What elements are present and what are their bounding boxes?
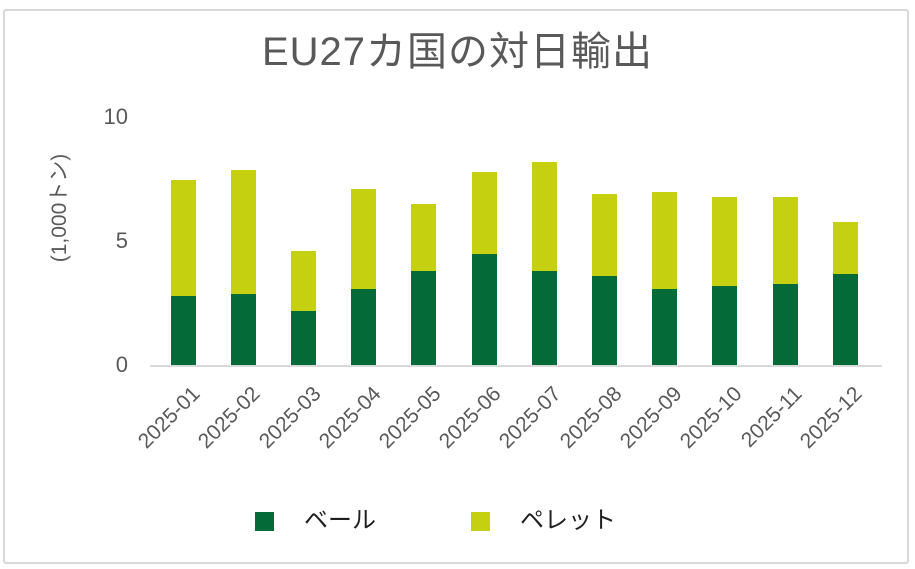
bar-segment-bale [170,296,196,366]
bar-segment-bale [832,273,858,366]
chart-card [3,9,909,564]
bar-segment-bale [712,286,738,366]
bar-segment-pellet [592,194,617,277]
bar-segment-pellet [411,204,437,272]
x-axis-line [150,365,882,367]
y-tick-label: 10 [103,103,128,129]
chart-title: EU27カ国の対日輸出 [261,30,654,74]
bar-segment-pellet [230,169,256,294]
legend-item-bale: ベール [255,508,376,534]
bar-segment-pellet [471,172,497,254]
bar-segment-bale [772,283,798,366]
legend-swatch-pellet [471,511,490,531]
legend-swatch-bale [255,511,274,531]
bar-segment-pellet [291,251,316,311]
legend-item-pellet: ペレット [471,508,616,534]
bar-segment-pellet [351,189,377,289]
y-tick-label: 0 [115,351,128,377]
bar-segment-bale [592,276,617,366]
bar-segment-bale [230,293,256,366]
legend-label-bale: ベール [304,507,376,534]
bar-segment-pellet [712,196,738,287]
bar-segment-pellet [832,221,858,274]
y-tick-label: 5 [115,227,128,253]
bar-segment-bale [351,288,377,366]
bar-segment-bale [291,310,316,366]
bar-segment-pellet [652,191,678,289]
bar-segment-bale [652,288,678,366]
bar-segment-bale [411,271,437,366]
bar-segment-pellet [531,162,557,272]
bar-segment-pellet [170,179,196,297]
bar-segment-bale [531,271,557,366]
legend-label-pellet: ペレット [520,507,616,534]
bar-segment-pellet [772,196,798,284]
bar-segment-bale [471,253,497,366]
